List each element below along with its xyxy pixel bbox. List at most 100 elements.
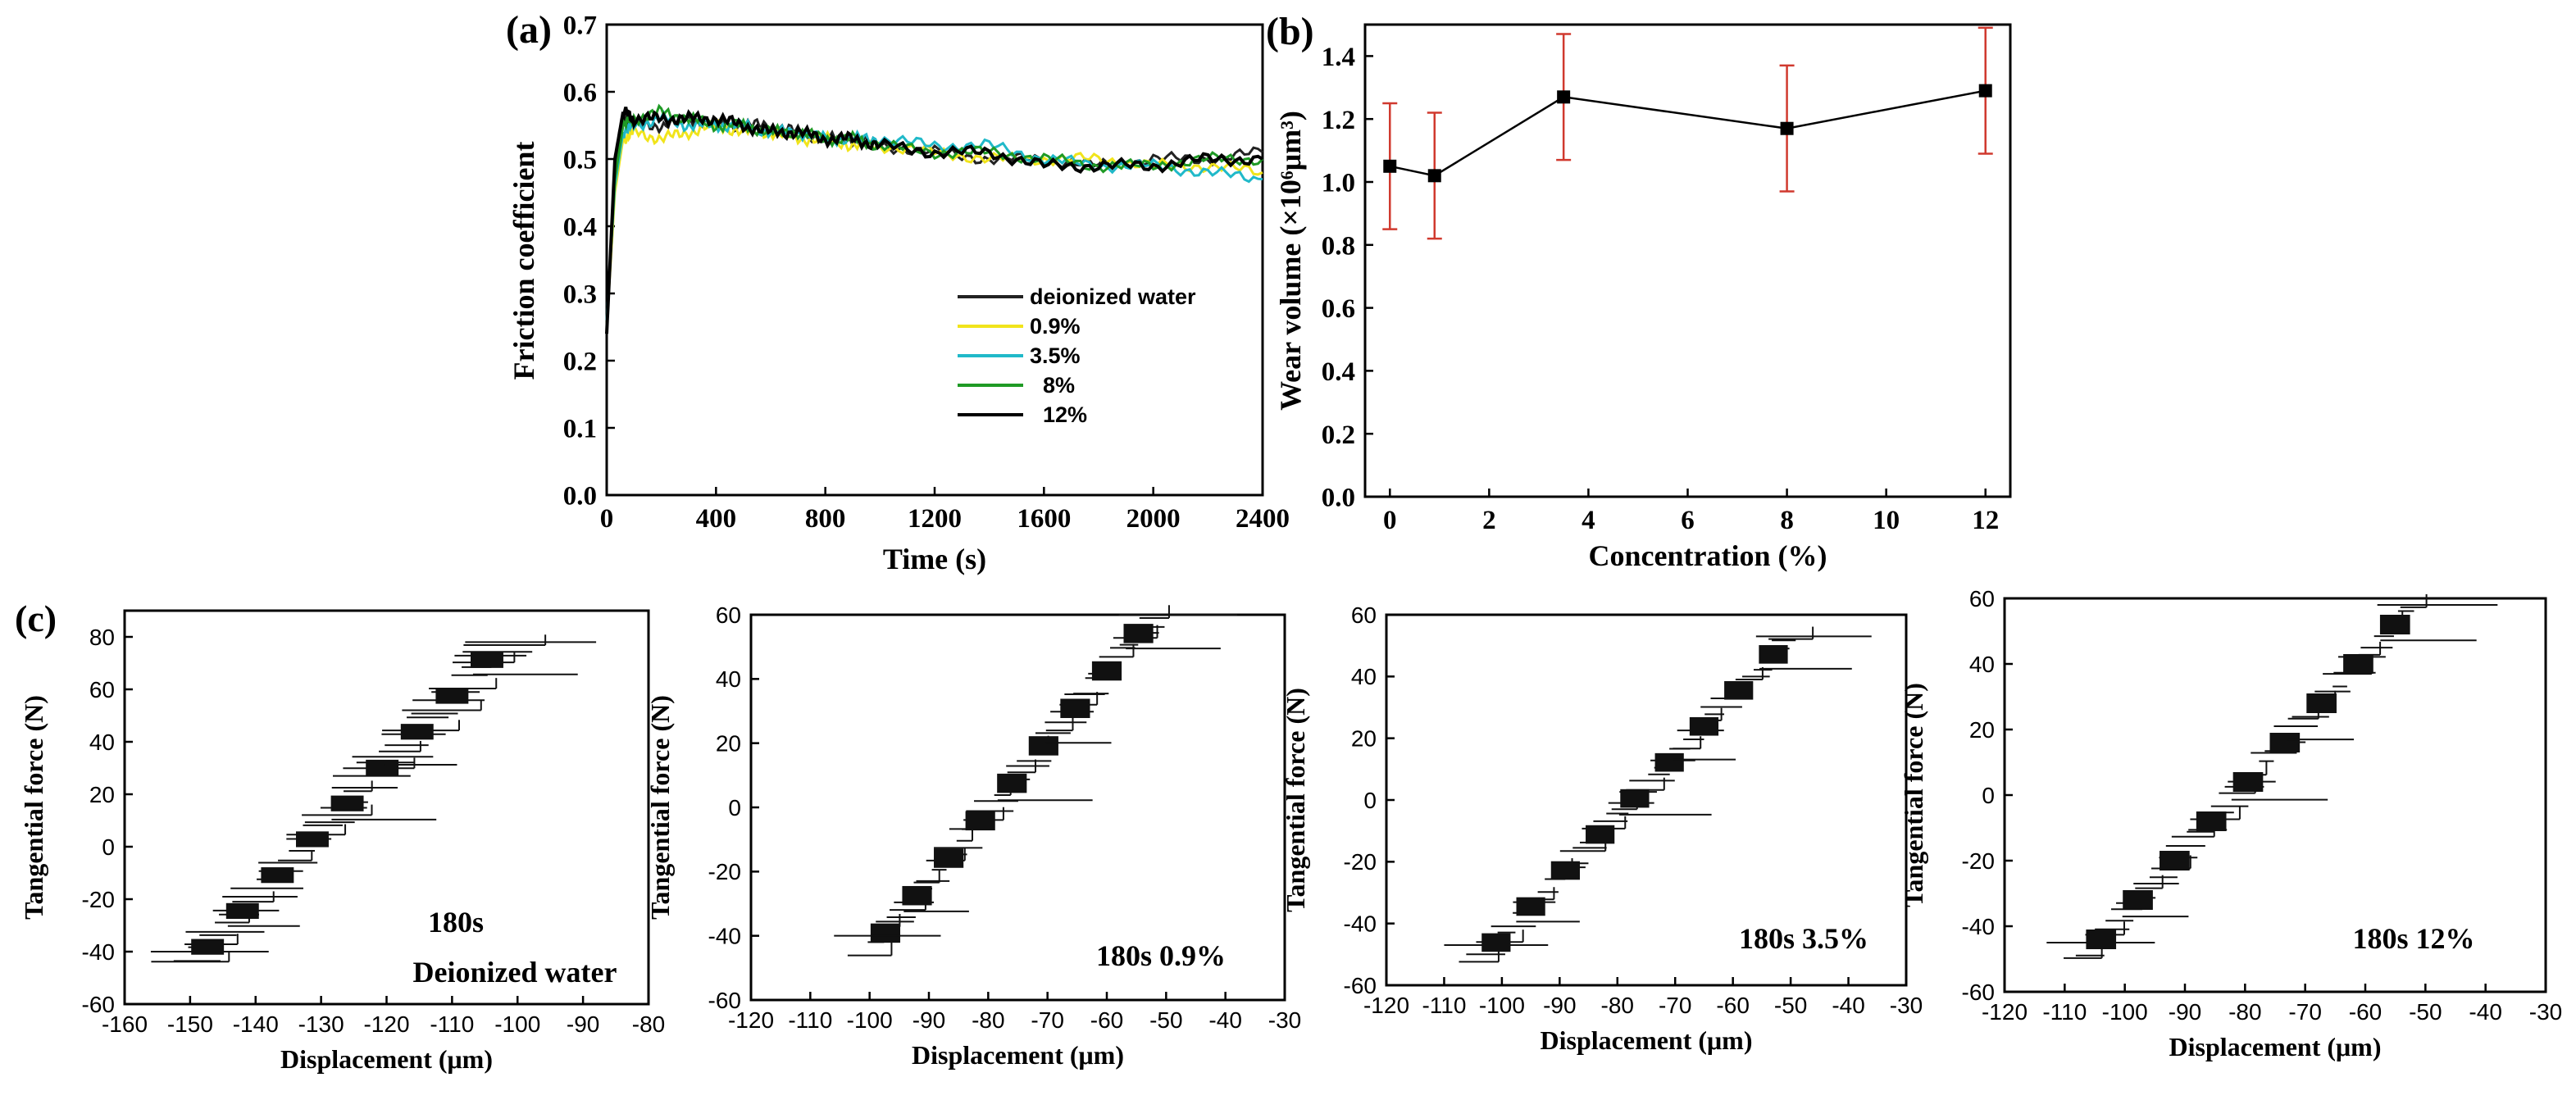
x-tick-label: -100 (847, 1007, 893, 1033)
annotation: 180s 0.9% (1096, 939, 1226, 972)
y-tick-label: -60 (82, 992, 115, 1017)
loop-block (1028, 736, 1058, 756)
y-tick-label: -60 (1962, 980, 1995, 1005)
x-tick-label: -100 (494, 1011, 540, 1037)
x-tick-label: -70 (1659, 993, 1691, 1018)
y-axis-label: Wear volume (×10⁶μm³) (1274, 111, 1307, 411)
y-tick-label: 0.6 (1322, 294, 1355, 324)
x-tick-label: 2 (1482, 506, 1496, 535)
y-tick-label: -40 (708, 923, 741, 948)
legend-label: deionized water (1030, 284, 1196, 309)
x-tick-label: -140 (233, 1011, 279, 1037)
loop-block (435, 688, 469, 704)
y-tick-label: 60 (1351, 602, 1377, 628)
y-tick-label: 40 (1969, 652, 1995, 677)
y-tick-label: 40 (89, 730, 115, 755)
legend-label: 3.5% (1030, 343, 1081, 368)
y-tick-label: 1.0 (1322, 169, 1355, 198)
loop-block (261, 867, 294, 884)
loop-block (2196, 811, 2227, 831)
panel-label: (a) (506, 8, 552, 52)
y-tick-label: 0 (102, 834, 115, 860)
loop-block (1481, 933, 1511, 952)
y-tick-label: 1.2 (1322, 106, 1355, 135)
y-tick-label: 40 (716, 666, 741, 692)
y-axis-label: Tangential force (N) (645, 695, 675, 920)
x-axis-label: Displacement (μm) (280, 1044, 493, 1074)
x-tick-label: -30 (1890, 993, 1923, 1018)
y-tick-label: 20 (1969, 717, 1995, 743)
x-tick-label: 1200 (908, 504, 962, 534)
loop-block (191, 939, 225, 955)
y-tick-label: 0.2 (1322, 420, 1355, 450)
loop-block (2306, 693, 2337, 713)
legend-label: 0.9% (1030, 314, 1081, 339)
loop-block (2379, 615, 2410, 634)
annotation: 180s 3.5% (1739, 922, 1868, 955)
x-tick-label: 4 (1582, 506, 1595, 535)
y-tick-label: -40 (1962, 914, 1995, 939)
x-tick-label: -90 (2169, 999, 2201, 1025)
loop-block (1654, 752, 1684, 772)
x-tick-label: -110 (1422, 993, 1466, 1018)
loop-block (1759, 645, 1788, 664)
x-tick-label: 8 (1780, 506, 1794, 535)
loop-block (330, 795, 364, 811)
x-tick-label: -70 (2288, 999, 2321, 1025)
y-tick-label: -20 (1344, 849, 1377, 875)
loop-block (400, 724, 434, 740)
loop-block (1724, 680, 1754, 700)
x-tick-label: -80 (972, 1007, 1004, 1033)
plot-frame (1363, 23, 2012, 498)
loop-block (1689, 716, 1719, 736)
y-tick-label: 0.8 (1322, 231, 1355, 261)
y-tick-label: 0.6 (563, 79, 597, 108)
x-tick-label: -30 (2529, 999, 2562, 1025)
x-tick-label: -80 (632, 1011, 665, 1037)
x-tick-label: -100 (1479, 993, 1525, 1018)
x-tick-label: 2400 (1236, 504, 1290, 534)
loop-block (1550, 861, 1580, 880)
loop-block (934, 848, 964, 868)
x-tick-label: -110 (788, 1007, 832, 1033)
panel-c4: -120 -110 -100 -90 -80 -70 -60 -50 -40 -30 -60 -40 -… (1899, 586, 2562, 1061)
x-tick-label: -100 (2102, 999, 2148, 1025)
x-tick-label: -60 (1090, 1007, 1123, 1033)
x-tick-label: -80 (2228, 999, 2261, 1025)
y-tick-label: 1.4 (1322, 43, 1355, 72)
x-tick-label: -120 (1363, 993, 1409, 1018)
loop-block (997, 773, 1027, 793)
y-tick-label: 0 (1363, 788, 1377, 813)
x-axis-label: Displacement (μm) (2169, 1032, 2382, 1061)
x-tick-label: -120 (728, 1007, 774, 1033)
x-tick-label: -40 (1208, 1007, 1241, 1033)
panel-b: 0 2 4 6 8 10 12 0.0 0.2 0.4 0.6 0.8 1.0 1.2 1.4 (b) Conc… (1266, 10, 2012, 572)
panel-c2: -120 -110 -100 -90 -80 -70 -60 -50 -40 -30 -60 -40 -… (645, 602, 1301, 1070)
x-axis-label: Time (s) (883, 543, 986, 575)
x-tick-label: -120 (1982, 999, 2028, 1025)
loop-block (2086, 930, 2117, 949)
x-tick-label: -80 (1601, 993, 1634, 1018)
y-tick-label: 0 (1982, 783, 1995, 808)
y-axis-label: Tangential force (N) (19, 695, 48, 920)
y-tick-label: 0.5 (563, 146, 597, 175)
loop-block (2269, 733, 2301, 752)
loop-block (1123, 624, 1154, 643)
x-tick-label: -50 (1774, 993, 1807, 1018)
loop-block (902, 885, 932, 906)
data-point (1780, 121, 1794, 135)
x-tick-label: 800 (805, 504, 846, 534)
x-tick-label: 10 (1873, 506, 1900, 535)
x-tick-label: -90 (913, 1007, 945, 1033)
x-tick-label: -50 (2409, 999, 2442, 1025)
y-tick-label: 0.7 (563, 11, 597, 41)
y-tick-label: 60 (1969, 586, 1995, 611)
loop-block (1060, 698, 1090, 718)
panel-label: (c) (15, 598, 57, 639)
x-tick-label: -60 (2349, 999, 2382, 1025)
y-tick-label: 80 (89, 625, 115, 650)
x-tick-label: 400 (696, 504, 737, 534)
panel-label: (b) (1266, 10, 1314, 53)
loop-block (870, 923, 901, 943)
